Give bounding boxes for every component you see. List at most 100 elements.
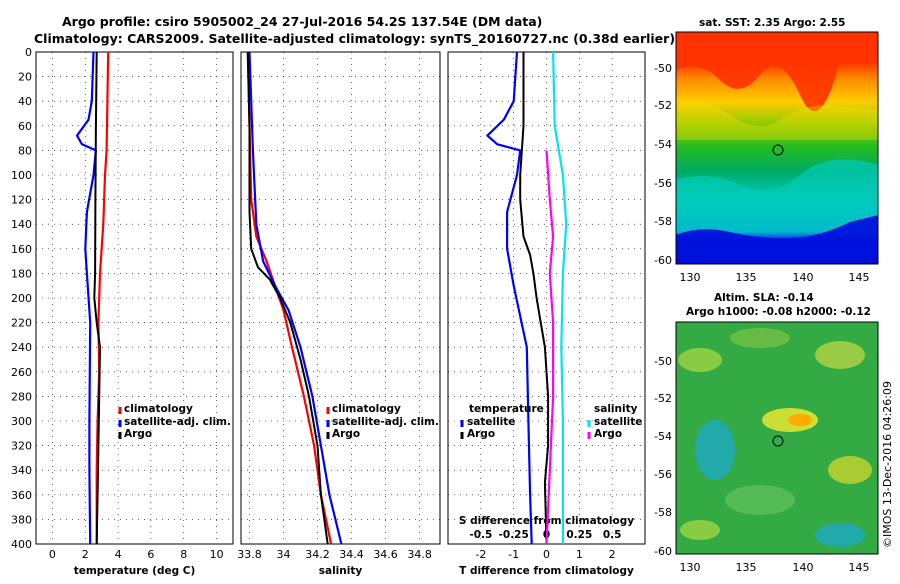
x-tick-label: 34.6 [373, 548, 398, 561]
series-line-t-satellite [486, 51, 533, 545]
sla-blob [815, 523, 865, 547]
sla-blob [680, 520, 720, 540]
lat-tick: -58 [654, 215, 672, 228]
plot-frame [240, 51, 441, 545]
lon-tick: 130 [680, 271, 701, 284]
legend-title-salinity: salinity [594, 403, 638, 415]
y-tick-label: 400 [11, 538, 32, 551]
lon-tick: 130 [680, 561, 701, 574]
sst-lat-ticks: -50 -52 -54 -56 -58 -60 [654, 62, 672, 267]
x-tick-label: 0 [543, 548, 550, 561]
series-line-argo [93, 51, 101, 545]
sla-blob [815, 341, 865, 369]
y-tick-label: 320 [11, 440, 32, 453]
x-axis-label: salinity [319, 565, 363, 577]
sst-blue-patch [676, 215, 878, 264]
plot-frame [35, 51, 234, 545]
legend-label-climatology: climatology [332, 403, 401, 415]
y-tick-label: 300 [11, 415, 32, 428]
x-tick-label: 8 [180, 548, 187, 561]
x-tick-label: 0 [49, 548, 56, 561]
y-tick-label: 80 [18, 144, 32, 157]
sst-map-title: sat. SST: 2.35 Argo: 2.55 [699, 17, 845, 29]
y-tick-label: 140 [11, 218, 32, 231]
y-tick-label: 200 [11, 292, 32, 305]
legend-label-argo: Argo [124, 428, 152, 440]
series-line-t-argo [519, 52, 550, 545]
x-tick-label: 34 [277, 548, 291, 561]
x-tick-label: -1 [508, 548, 519, 561]
lat-tick: -56 [654, 468, 672, 481]
legend-label-s-argo: Argo [594, 428, 622, 440]
salinity-legend: climatology satellite-adj. clim. Argo [326, 403, 439, 440]
series-line-argo [246, 51, 329, 545]
sla-blob [725, 485, 795, 515]
x2-tick-label: 0.25 [566, 529, 592, 541]
lon-tick: 135 [736, 561, 757, 574]
series-line-satellite-adj-clim- [75, 51, 98, 545]
sla-lon-ticks: 130 135 140 145 [680, 561, 870, 574]
difference-panel: -2 -1 0 1 2-0.5 -0.25 0 0.25 0.5S difference fro… [447, 51, 646, 577]
x2-tick-label: -0.5 [469, 529, 492, 541]
lat-tick: -56 [654, 177, 672, 190]
y-tick-label: 120 [11, 194, 32, 207]
lat-tick: -58 [654, 506, 672, 519]
x-tick-label: 2 [609, 548, 616, 561]
y-tick-label: 240 [11, 341, 32, 354]
sst-argo-marker [772, 144, 784, 156]
lon-tick: 140 [793, 561, 814, 574]
sst-map-frame [675, 31, 879, 265]
legend-label-s-satellite: satellite [594, 416, 642, 428]
x-tick-label: 2 [82, 548, 89, 561]
y-tick-label: 160 [11, 243, 32, 256]
legend-label-satellite: satellite-adj. clim. [124, 416, 231, 428]
y-tick-label: 280 [11, 390, 32, 403]
series-line-satellite-adj-clim- [248, 51, 343, 545]
x-tick-label: 33.8 [237, 548, 262, 561]
y-tick-label: 0 [25, 46, 32, 59]
x-tick-label: 1 [576, 548, 583, 561]
sla-blob [730, 328, 790, 348]
lat-tick: -50 [654, 62, 672, 75]
sla-blob [828, 456, 872, 484]
lat-tick: -50 [654, 355, 672, 368]
lon-tick: 135 [736, 271, 757, 284]
y-tick-label: 340 [11, 464, 32, 477]
y-tick-label: 20 [18, 71, 32, 84]
lat-tick: -54 [654, 138, 672, 151]
y-tick-label: 220 [11, 317, 32, 330]
series-line-climatology [95, 51, 110, 544]
sla-map-frame [675, 321, 879, 555]
x-axis-label: T difference from climatology [459, 565, 634, 577]
series-line-s-argo [545, 150, 555, 545]
difference-legend: temperature satellite Argo salinity sate… [460, 403, 642, 440]
sst-cyan-patch [676, 159, 878, 205]
x-tick-label: 6 [147, 548, 154, 561]
lon-tick: 145 [849, 561, 870, 574]
temperature-panel: 0204060801001201401601802002202402602803… [11, 46, 234, 577]
y-tick-label: 60 [18, 120, 32, 133]
x-tick-label: 4 [115, 548, 122, 561]
sla-blob [678, 348, 722, 372]
x-tick-label: 10 [210, 548, 224, 561]
lat-tick: -52 [654, 99, 672, 112]
header-line1: Argo profile: csiro 5905002_24 27-Jul-20… [62, 14, 542, 30]
lat-tick: -52 [654, 392, 672, 405]
sst-lon-ticks: 130 135 140 145 [680, 271, 870, 284]
legend-label-climatology: climatology [124, 403, 193, 415]
legend-label-satellite: satellite-adj. clim. [332, 416, 439, 428]
sla-lat-ticks: -50 -52 -54 -56 -58 -60 [654, 355, 672, 558]
lat-tick: -54 [654, 430, 672, 443]
legend-label-t-argo: Argo [467, 428, 495, 440]
lon-tick: 140 [793, 271, 814, 284]
y-tick-label: 380 [11, 513, 32, 526]
x-tick-label: -2 [475, 548, 486, 561]
x2-tick-label: 0.5 [603, 529, 622, 541]
lat-tick: -60 [654, 545, 672, 558]
y-tick-label: 260 [11, 366, 32, 379]
sst-map [676, 32, 878, 264]
header-line2: Climatology: CARS2009. Satellite-adjuste… [34, 31, 675, 47]
series-line-s-satellite [552, 51, 568, 544]
x-tick-label: 34.4 [339, 548, 364, 561]
